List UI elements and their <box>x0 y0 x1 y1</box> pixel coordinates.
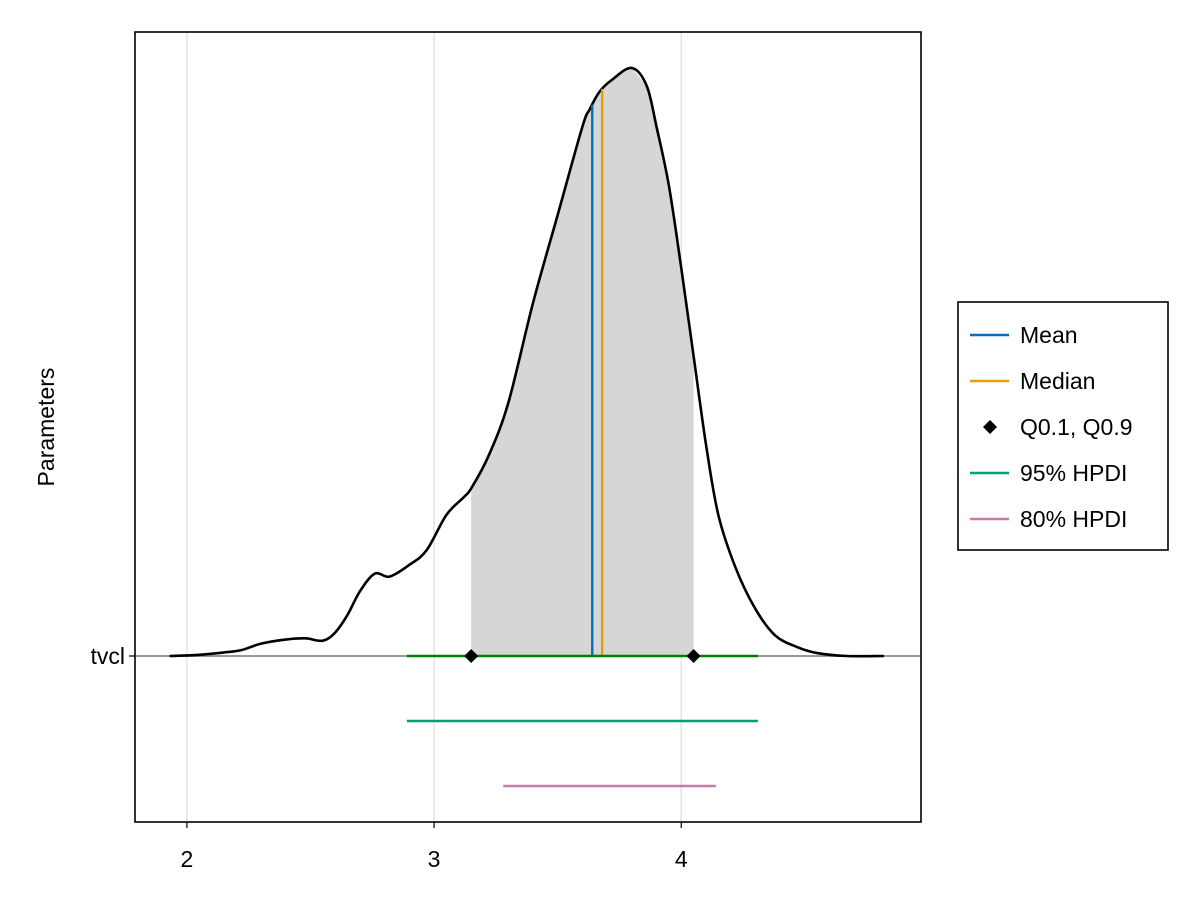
quantile-marker <box>686 649 701 663</box>
plot-area <box>135 66 921 788</box>
x-tick-label: 4 <box>675 846 688 872</box>
y-axis: tvcl <box>91 643 135 669</box>
x-tick-label: 3 <box>428 846 441 872</box>
legend-label: 95% HPDI <box>1020 460 1127 486</box>
density-curve <box>169 66 884 658</box>
legend-label: Q0.1, Q0.9 <box>1020 414 1133 440</box>
x-axis: 2 3 4 <box>181 822 688 872</box>
y-tick-label: tvcl <box>91 643 126 669</box>
legend: Mean Median Q0.1, Q0.9 95% HPDI 80% HPDI <box>957 301 1169 551</box>
legend-label: 80% HPDI <box>1020 506 1127 532</box>
y-axis-title: Parameters <box>33 368 59 487</box>
plot-frame <box>134 31 922 823</box>
legend-box <box>957 301 1169 551</box>
legend-label: Median <box>1020 368 1095 394</box>
legend-label: Mean <box>1020 322 1078 348</box>
quantile-marker <box>464 649 479 663</box>
x-tick-label: 2 <box>181 846 194 872</box>
legend-marker-diamond <box>983 420 997 434</box>
shaded-interval-area <box>471 68 694 656</box>
